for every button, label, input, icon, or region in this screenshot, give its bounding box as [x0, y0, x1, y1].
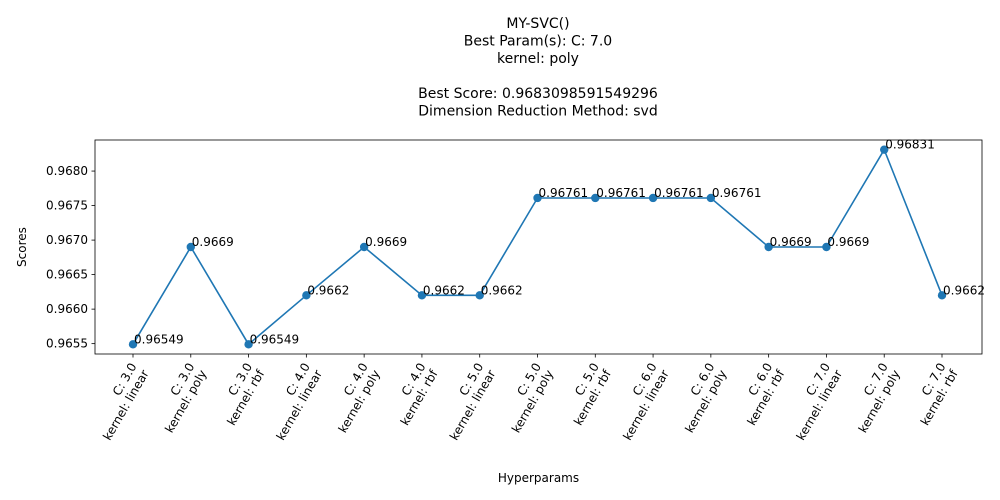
data-label: 0.96761	[712, 186, 762, 200]
data-label: 0.96831	[885, 138, 935, 152]
y-tick-label: 0.9665	[46, 268, 88, 282]
x-tick-label: C: 6.0kernel: poly	[670, 361, 729, 436]
data-point	[302, 291, 311, 300]
chart-title: MY-SVC() Best Param(s): C: 7.0kernel: pol…	[418, 16, 658, 120]
x-tick-label: C: 3.0kernel: linear	[88, 360, 152, 442]
x-tick-label: C: 3.0kernel: poly	[150, 361, 209, 436]
title-line-2: kernel: poly	[497, 51, 579, 67]
x-tick-label: C: 4.0kernel: rbf	[386, 360, 441, 428]
data-label: 0.9662	[423, 283, 465, 297]
data-point	[822, 242, 831, 252]
y-axis-ticks: 0.9655 0.9660 0.9665 0.9670 0.9675 0.9680	[46, 164, 95, 351]
data-label: 0.9662	[481, 283, 523, 297]
x-axis-ticks: C: 3.0kernel: linear C: 3.0kernel: poly C:…	[88, 354, 961, 443]
y-tick-label: 0.9675	[46, 199, 88, 213]
data-point	[475, 291, 484, 300]
x-tick-label: C: 6.0kernel: rbf	[732, 360, 787, 428]
data-point	[186, 242, 195, 252]
data-point	[880, 145, 889, 154]
data-label: 0.96761	[539, 186, 589, 200]
plot-area	[94, 139, 983, 355]
x-tick-label: C: 3.0kernel: rbf	[212, 360, 267, 428]
data-label: 0.96761	[654, 186, 704, 200]
title-line-1: Best Param(s): C: 7.0	[464, 34, 612, 50]
data-point	[359, 242, 369, 252]
x-tick-label: C: 7.0kernel: rbf	[906, 360, 961, 428]
x-tick-label: C: 5.0kernel: rbf	[559, 360, 614, 428]
data-point	[937, 291, 947, 300]
x-tick-label: C: 4.0kernel: poly	[324, 361, 383, 436]
series-line	[132, 147, 943, 346]
x-tick-label: C: 7.0kernel: linear	[782, 360, 846, 442]
x-tick-label: C: 5.0kernel: linear	[435, 360, 499, 442]
y-tick-label: 0.9660	[46, 302, 88, 316]
y-tick-label: 0.9670	[46, 233, 88, 247]
data-point	[764, 242, 773, 252]
y-axis-label: Scores	[15, 227, 29, 267]
x-axis-label: Hyperparams	[498, 471, 579, 485]
x-tick-label: C: 7.0kernel: poly	[844, 361, 903, 436]
data-label: 0.9669	[192, 235, 234, 249]
title-line-4: Best Score: 0.9683098591549296	[418, 86, 658, 102]
data-labels: 0.96549 0.9669 0.96549 0.9662 0.9669 0.9662 0.…	[134, 138, 985, 347]
y-tick-label: 0.9655	[46, 337, 88, 351]
x-tick-label: C: 4.0kernel: linear	[261, 360, 325, 442]
data-label: 0.9669	[770, 235, 812, 249]
data-label: 0.9662	[307, 283, 349, 297]
data-point	[244, 340, 253, 349]
series-scores	[128, 145, 947, 349]
x-tick-label: C: 6.0kernel: linear	[608, 360, 672, 442]
y-tick-label: 0.9680	[46, 164, 88, 178]
data-point	[706, 193, 716, 203]
x-tick-label: C: 5.0kernel: poly	[497, 361, 556, 436]
data-label: 0.96549	[134, 332, 184, 346]
data-point	[591, 193, 600, 203]
title-line-0: MY-SVC()	[506, 16, 569, 32]
data-label: 0.9669	[365, 235, 407, 249]
data-point	[648, 193, 658, 203]
data-label: 0.96549	[250, 332, 300, 346]
plot-frame	[94, 139, 983, 355]
data-point	[417, 291, 427, 300]
data-label: 0.9662	[943, 283, 985, 297]
data-point	[533, 193, 542, 203]
data-label: 0.9669	[827, 235, 869, 249]
data-point	[128, 340, 138, 349]
data-label: 0.96761	[596, 186, 646, 200]
title-line-5: Dimension Reduction Method: svd	[418, 104, 657, 120]
